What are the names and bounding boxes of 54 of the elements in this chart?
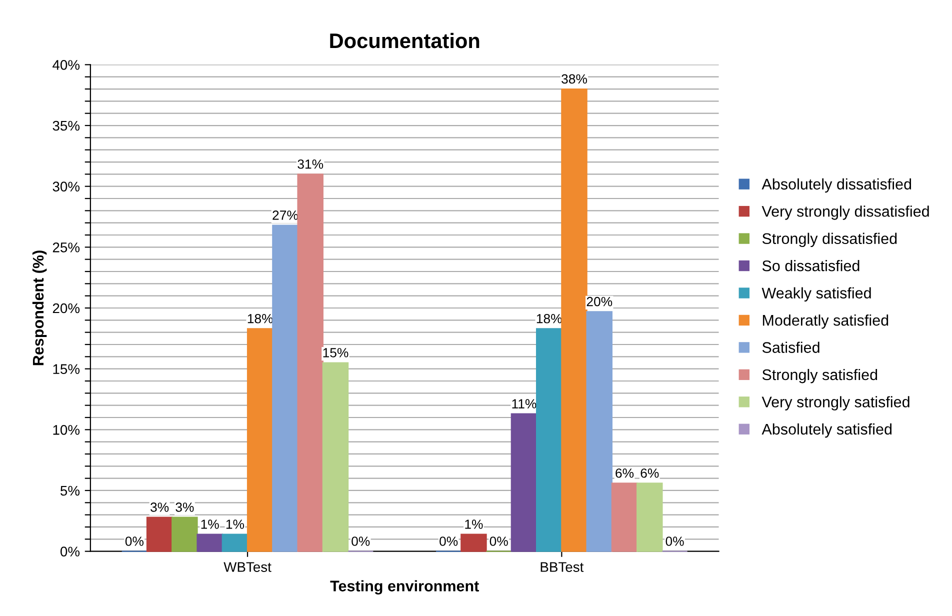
y-tick-label: 10% [53, 424, 80, 435]
data-label: 6% [640, 468, 659, 478]
bar [246, 328, 274, 552]
legend-label: Weakly satisfied [762, 287, 871, 302]
bar [510, 413, 538, 552]
legend-label: Absolutely satisfied [762, 423, 892, 438]
data-label: 27% [272, 210, 298, 220]
legend-label: Very strongly satisfied [762, 396, 910, 410]
y-tick-label: 30% [52, 182, 80, 192]
data-label: 1% [465, 520, 483, 529]
bar [536, 328, 562, 552]
legend-label: Moderatly satisfied [762, 314, 888, 329]
legend-label: Satisfied [762, 342, 820, 353]
data-label: 3% [176, 502, 194, 512]
data-label: 11% [512, 399, 536, 408]
x-tick-label: WBTest [224, 562, 272, 572]
x-axis-title: Testing environment [330, 580, 479, 595]
data-label: 20% [586, 296, 612, 306]
legend-label: Absolutely dissatisfied [762, 178, 912, 193]
y-tick-label: 0% [60, 546, 80, 556]
data-label: 1% [226, 520, 244, 529]
bar [196, 534, 223, 552]
chart-title: Documentation [330, 32, 480, 48]
data-label: 3% [150, 502, 169, 512]
bar [460, 534, 487, 552]
y-tick-label: 15% [53, 364, 80, 374]
data-label: 0% [352, 536, 370, 546]
y-axis-title: Respondent (%) [32, 250, 47, 366]
data-label: 0% [125, 536, 144, 546]
data-label: 38% [562, 74, 587, 84]
bar [611, 482, 638, 552]
bar [636, 482, 663, 552]
legend-label: So dissatisfied [762, 260, 860, 272]
data-label: 0% [666, 536, 684, 546]
y-tick-label: 40% [52, 60, 80, 70]
data-label: 18% [248, 314, 273, 324]
data-label: 31% [298, 159, 324, 169]
y-tick-label: 35% [52, 120, 80, 131]
legend-label: Very strongly dissatisfied [762, 206, 929, 220]
data-label: 0% [490, 536, 508, 546]
bar [561, 88, 588, 552]
bar [222, 534, 248, 552]
legend-label: Strongly satisfied [762, 368, 878, 384]
data-label: 15% [323, 348, 348, 358]
data-label: 6% [616, 468, 634, 478]
y-tick-label: 5% [60, 486, 80, 496]
y-tick-label: 20% [52, 303, 80, 314]
data-label: 1% [201, 520, 219, 529]
bar [586, 311, 612, 552]
legend-label: Strongly dissatisfied [762, 232, 897, 248]
data-label: 0% [440, 536, 458, 546]
bar [297, 174, 324, 552]
x-tick-label: BBTest [540, 562, 584, 572]
y-tick-label: 25% [52, 242, 80, 252]
